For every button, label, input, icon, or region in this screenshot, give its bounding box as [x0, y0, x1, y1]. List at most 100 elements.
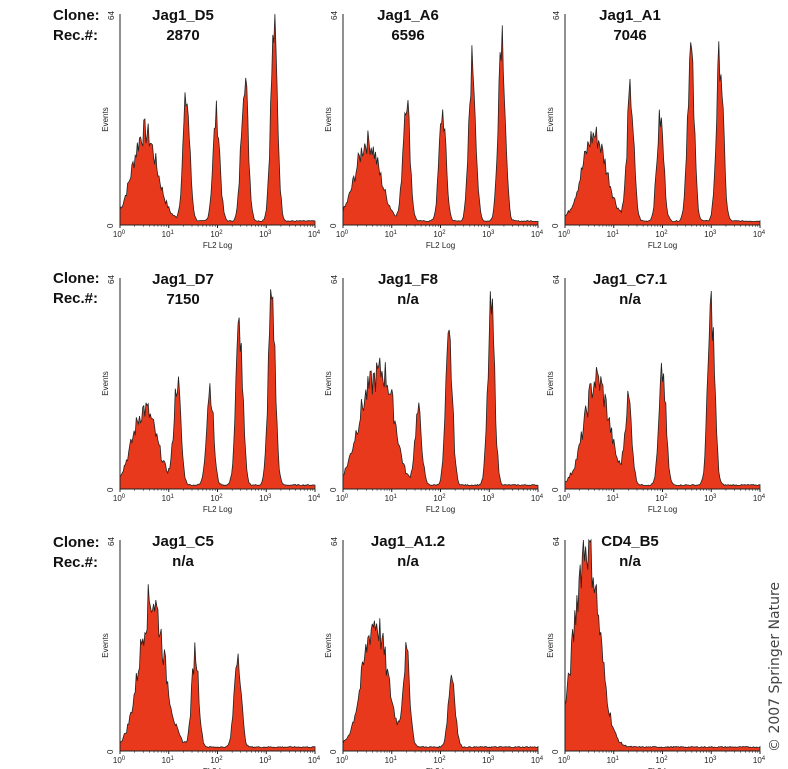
y-zero-label: 0	[551, 749, 560, 754]
x-tick-label: 101	[162, 230, 175, 239]
y-axis-label: Events	[324, 633, 333, 657]
x-tick-label: 100	[113, 230, 126, 239]
y-axis-label: Events	[546, 371, 555, 395]
x-tick-label: 101	[385, 494, 398, 503]
y-max-label: 64	[330, 11, 339, 20]
panel-title: Jag1_A6	[377, 7, 439, 24]
x-tick-label: 104	[531, 230, 544, 239]
x-tick-label: 104	[308, 494, 321, 503]
y-zero-label: 0	[551, 223, 560, 228]
panel-title: CD4_B5	[601, 533, 659, 550]
x-tick-label: 103	[704, 494, 717, 503]
x-tick-label: 104	[753, 494, 766, 503]
histogram-area	[119, 289, 316, 490]
x-tick-label: 104	[308, 230, 321, 239]
panel-title: Jag1_C7.1	[592, 271, 668, 288]
x-tick-label: 101	[162, 756, 175, 765]
x-tick-label: 104	[753, 230, 766, 239]
x-axis-label: FL2 Log	[203, 767, 232, 769]
panel-rec-number: n/a	[397, 553, 419, 570]
x-tick-label: 103	[482, 494, 495, 503]
histogram-area	[342, 618, 539, 752]
histogram-area	[564, 290, 761, 490]
clone-row-label-3: Clone:	[53, 534, 100, 551]
y-max-label: 64	[552, 11, 561, 20]
panel-title: Jag1_A1.2	[370, 533, 446, 550]
x-tick-label: 102	[655, 494, 668, 503]
panel-rec-number: n/a	[619, 291, 641, 308]
y-zero-label: 0	[106, 223, 115, 228]
x-tick-label: 103	[704, 230, 717, 239]
y-zero-label: 0	[106, 487, 115, 492]
y-max-label: 64	[107, 275, 116, 284]
x-axis-label: FL2 Log	[426, 241, 455, 250]
y-axis-label: Events	[101, 371, 110, 395]
y-zero-label: 0	[329, 749, 338, 754]
x-tick-label: 100	[558, 230, 571, 239]
x-tick-label: 103	[704, 756, 717, 765]
panel-rec-number: n/a	[619, 553, 641, 570]
y-axis-label: Events	[324, 371, 333, 395]
x-tick-label: 101	[385, 230, 398, 239]
rec-row-label-1: Rec.#:	[53, 27, 99, 44]
x-tick-label: 103	[482, 230, 495, 239]
histogram-area	[119, 584, 316, 752]
panel-title: Jag1_D7	[152, 271, 214, 288]
x-tick-label: 103	[259, 756, 272, 765]
y-zero-label: 0	[329, 223, 338, 228]
x-tick-label: 101	[162, 494, 175, 503]
panel-rec-number: 7046	[613, 27, 647, 44]
histogram-area	[342, 25, 539, 226]
x-tick-label: 100	[558, 756, 571, 765]
y-zero-label: 0	[551, 487, 560, 492]
y-max-label: 64	[107, 537, 116, 546]
panel-title: Jag1_D5	[152, 7, 214, 24]
x-tick-label: 101	[385, 756, 398, 765]
x-tick-label: 100	[336, 756, 349, 765]
y-max-label: 64	[107, 11, 116, 20]
x-axis-label: FL2 Log	[648, 241, 677, 250]
rec-row-label-3: Rec.#:	[53, 554, 99, 571]
x-tick-label: 100	[113, 756, 126, 765]
panel-title: Jag1_A1	[599, 7, 661, 24]
histogram-area	[342, 291, 539, 490]
x-tick-label: 101	[607, 494, 620, 503]
rec-row-label-2: Rec.#:	[53, 290, 99, 307]
x-axis-label: FL2 Log	[203, 505, 232, 514]
x-axis-label: FL2 Log	[648, 767, 677, 769]
histogram-area	[564, 538, 761, 752]
x-tick-label: 102	[210, 756, 223, 765]
y-max-label: 64	[552, 537, 561, 546]
x-tick-label: 103	[482, 756, 495, 765]
y-axis-label: Events	[546, 107, 555, 131]
x-axis-label: FL2 Log	[203, 241, 232, 250]
x-tick-label: 100	[558, 494, 571, 503]
x-tick-label: 100	[113, 494, 126, 503]
y-max-label: 64	[330, 537, 339, 546]
panel-title: Jag1_F8	[377, 271, 439, 288]
y-zero-label: 0	[329, 487, 338, 492]
x-tick-label: 103	[259, 494, 272, 503]
x-tick-label: 102	[433, 230, 446, 239]
clone-row-label-1: Clone:	[53, 7, 100, 24]
panel-rec-number: 6596	[391, 27, 425, 44]
y-axis-label: Events	[101, 107, 110, 131]
panel-rec-number: n/a	[397, 291, 419, 308]
panel-rec-number: 2870	[166, 27, 200, 44]
x-tick-label: 102	[433, 494, 446, 503]
x-tick-label: 100	[336, 494, 349, 503]
panel-rec-number: n/a	[172, 553, 194, 570]
x-tick-label: 103	[259, 230, 272, 239]
x-tick-label: 102	[433, 756, 446, 765]
x-tick-label: 102	[210, 230, 223, 239]
x-tick-label: 104	[753, 756, 766, 765]
x-tick-label: 104	[531, 756, 544, 765]
x-axis-label: FL2 Log	[426, 505, 455, 514]
x-tick-label: 104	[308, 756, 321, 765]
